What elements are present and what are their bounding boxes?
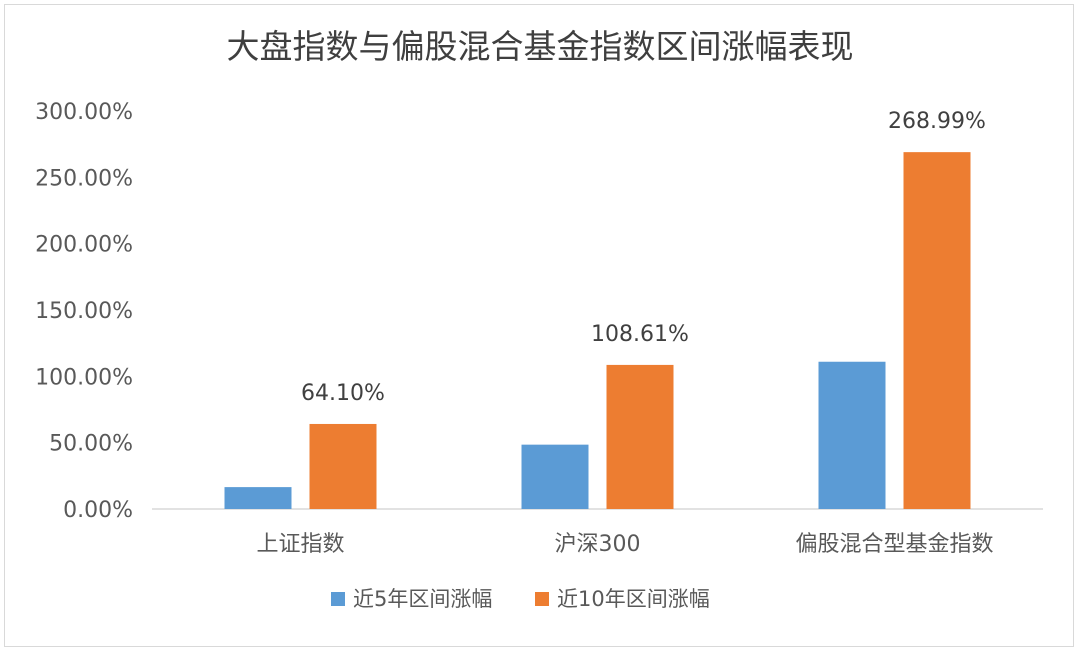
bars-group [224,152,971,509]
x-category-label: 沪深300 [555,532,641,557]
bar-series-1 [818,361,886,509]
legend-swatch [331,592,345,606]
bar-series-1 [521,444,589,509]
y-tick-label: 0.00% [63,498,133,523]
legend-label: 近10年区间涨幅 [557,587,710,611]
data-label: 108.61% [591,322,689,347]
chart-title: 大盘指数与偏股混合基金指数区间涨幅表现 [227,27,854,66]
legend: 近5年区间涨幅 近10年区间涨幅 [331,587,710,611]
bar-series-2 [903,152,971,509]
bar-series-2 [606,364,674,509]
legend-label: 近5年区间涨幅 [353,587,492,611]
y-tick-label: 300.00% [35,100,133,125]
category-labels: 上证指数 沪深300 偏股混合型基金指数 [256,532,993,557]
y-tick-label: 200.00% [35,233,133,258]
x-category-label: 偏股混合型基金指数 [795,532,993,557]
data-label: 64.10% [301,381,385,406]
y-tick-label: 150.00% [35,299,133,324]
y-tick-label: 250.00% [35,166,133,191]
bar-series-2 [309,423,377,509]
y-tick-label: 100.00% [35,365,133,390]
y-tick-label: 50.00% [49,432,133,457]
legend-swatch [535,592,549,606]
data-labels-group: 64.10% 108.61% 268.99% [301,109,986,406]
data-label: 268.99% [888,109,986,134]
bar-series-1 [224,487,292,509]
y-axis-ticks: 0.00% 50.00% 100.00% 150.00% 200.00% 250.00% 3… [35,100,133,523]
chart-frame [4,4,1074,647]
x-category-label: 上证指数 [256,532,344,557]
